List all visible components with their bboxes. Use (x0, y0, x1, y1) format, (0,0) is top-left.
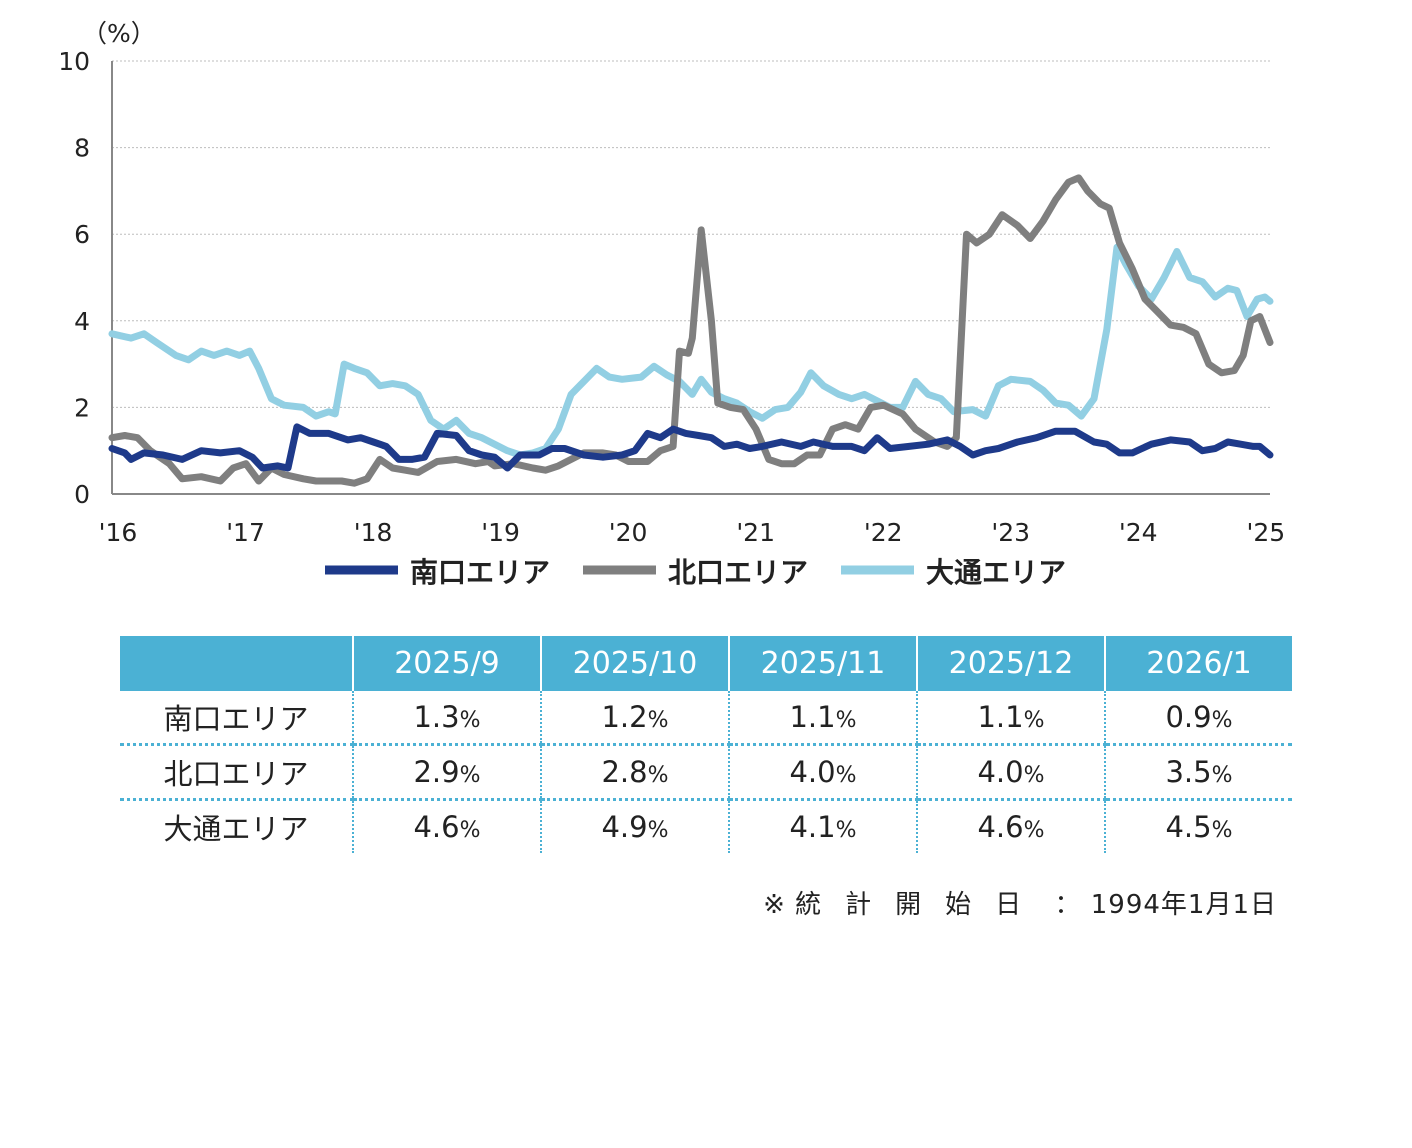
table-header-cell: 2026/1 (1104, 636, 1292, 691)
x-tick-label: '23 (991, 518, 1030, 547)
table-header-cell: 2025/11 (728, 636, 917, 691)
cell-unit: % (459, 763, 481, 788)
footnote: ※ 統計開始日 ： 1994年1月1日 (763, 884, 1277, 921)
cell-value: 1.2 (601, 700, 648, 734)
table-row: 大通エリア 4.6% 4.9% 4.1% 4.6% 4.5% (120, 798, 1292, 853)
cell-unit: % (1211, 763, 1233, 788)
cell-value: 1.3 (413, 700, 460, 734)
y-tick-label: 4 (74, 307, 90, 336)
y-tick-labels: 0 2 4 6 8 10 (58, 47, 90, 509)
table-corner-cell (120, 636, 353, 691)
cell-value: 4.6 (413, 810, 460, 844)
cell-value: 2.9 (413, 755, 460, 789)
y-tick-label: 8 (74, 134, 90, 163)
y-tick-label: 6 (74, 220, 90, 249)
series-line-kitaguchi (108, 174, 1274, 487)
x-tick-label: '16 (99, 518, 138, 547)
table-cell: 3.5% (1104, 743, 1292, 800)
cell-unit: % (835, 763, 857, 788)
footnote-label: 統計開始日 (795, 890, 1046, 920)
table-cell: 0.9% (1104, 691, 1292, 745)
table-cell: 1.2% (540, 691, 729, 745)
table-header-cell: 2025/12 (916, 636, 1105, 691)
row-label: 大通エリア (120, 798, 353, 853)
cell-unit: % (835, 818, 857, 843)
row-label: 北口エリア (120, 743, 353, 800)
cell-value: 1.1 (789, 700, 836, 734)
cell-unit: % (1211, 708, 1233, 733)
series-lines (108, 174, 1274, 487)
table-cell: 2.9% (352, 743, 541, 800)
table-cell: 4.6% (352, 798, 541, 853)
cell-unit: % (647, 708, 669, 733)
cell-unit: % (1023, 763, 1045, 788)
table-cell: 1.1% (916, 691, 1105, 745)
legend-label-kitaguchi: 北口エリア (668, 556, 808, 589)
table-cell: 4.0% (916, 743, 1105, 800)
table-row: 北口エリア 2.9% 2.8% 4.0% 4.0% 3.5% (120, 743, 1292, 800)
legend: 南口エリア 北口エリア 大通エリア (325, 556, 1066, 589)
cell-value: 4.9 (601, 810, 648, 844)
cell-unit: % (647, 763, 669, 788)
cell-unit: % (1211, 818, 1233, 843)
footnote-mark: ※ (763, 890, 786, 920)
x-tick-label: '17 (226, 518, 265, 547)
table-cell: 1.1% (728, 691, 917, 745)
cell-unit: % (459, 708, 481, 733)
cell-value: 4.0 (789, 755, 836, 789)
y-tick-label: 2 (74, 393, 90, 422)
cell-unit: % (459, 818, 481, 843)
row-label: 南口エリア (163, 702, 309, 736)
x-tick-label: '18 (354, 518, 393, 547)
cell-value: 3.5 (1165, 755, 1212, 789)
table-cell: 4.1% (728, 798, 917, 853)
cell-value: 4.1 (789, 810, 836, 844)
cell-value: 4.0 (977, 755, 1024, 789)
footnote-separator: ： (1054, 890, 1082, 920)
legend-label-minamiguchi: 南口エリア (410, 556, 550, 589)
x-tick-label: '24 (1119, 518, 1158, 547)
table-cell: 1.3% (352, 691, 541, 745)
table-cell: 4.6% (916, 798, 1105, 853)
cell-unit: % (647, 818, 669, 843)
table-header-cell: 2025/10 (540, 636, 729, 691)
table-cell: 4.9% (540, 798, 729, 853)
table-header-row: 2025/9 2025/10 2025/11 2025/12 2026/1 (120, 636, 1292, 691)
table-row: 南口エリア 1.3% 1.2% 1.1% 1.1% 0.9% (120, 691, 1292, 745)
cell-unit: % (835, 708, 857, 733)
y-axis-label: （%） (82, 19, 156, 48)
cell-value: 4.5 (1165, 810, 1212, 844)
cell-unit: % (1023, 818, 1045, 843)
cell-value: 1.1 (977, 700, 1024, 734)
x-tick-label: '22 (864, 518, 903, 547)
series-line-odori (108, 243, 1274, 459)
table-cell: 2.8% (540, 743, 729, 800)
cell-value: 4.6 (977, 810, 1024, 844)
x-tick-labels: '16 '17 '18 '19 '20 '21 '22 '23 '24 '25 (99, 518, 1285, 547)
y-tick-label: 10 (58, 47, 90, 76)
x-tick-label: '19 (481, 518, 520, 547)
table-header-cell: 2025/9 (352, 636, 541, 691)
vacancy-rate-table: 2025/9 2025/10 2025/11 2025/12 2026/1 南口… (120, 636, 1292, 853)
legend-label-odori: 大通エリア (926, 556, 1066, 589)
footnote-value: 1994年1月1日 (1090, 890, 1277, 920)
cell-unit: % (1023, 708, 1045, 733)
x-tick-label: '20 (609, 518, 648, 547)
x-tick-label: '21 (736, 518, 775, 547)
table-cell: 4.0% (728, 743, 917, 800)
cell-value: 2.8 (601, 755, 648, 789)
y-tick-label: 0 (74, 480, 90, 509)
x-tick-label: '25 (1246, 518, 1285, 547)
table-cell: 4.5% (1104, 798, 1292, 853)
cell-value: 0.9 (1165, 700, 1212, 734)
series-line-minamiguchi (108, 423, 1274, 472)
